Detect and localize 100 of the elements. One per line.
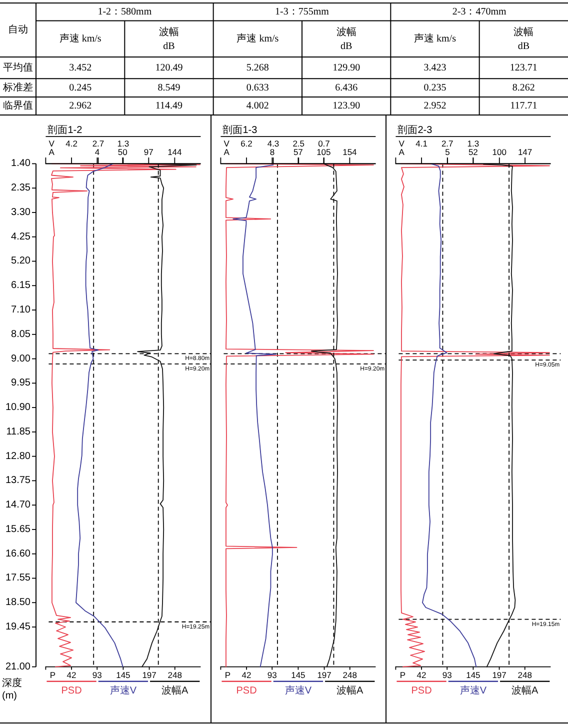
x2-tick-label: 4.1 [416, 138, 428, 148]
x-tick-label: 144 [168, 147, 182, 157]
text: 声速 km/s [414, 32, 456, 44]
legend-label: PSD [236, 685, 257, 696]
x2-tick-label: 2.7 [441, 138, 454, 148]
x-tick-label: 248 [518, 670, 532, 680]
text: 123.71 [510, 62, 538, 74]
y-tick-label: 9.00 [11, 353, 31, 364]
x-tick-label: 42 [66, 670, 77, 680]
x-tick-label: 147 [518, 147, 532, 157]
x-axis-title: A [48, 147, 55, 157]
text: 6.436 [335, 82, 358, 94]
text: 5.268 [246, 62, 269, 74]
x-tick-label: 154 [342, 147, 358, 157]
text: 1-3：755mm [275, 6, 330, 18]
chart-title: 剖面2-3 [398, 124, 433, 136]
y-tick-label: 18.50 [5, 597, 31, 608]
x-tick-label: 197 [142, 670, 157, 680]
y-tick-label: 3.30 [11, 206, 31, 218]
x-tick-label: 100 [492, 147, 507, 157]
text: 标准差 [2, 81, 33, 94]
x2-tick-label: 1.3 [467, 138, 480, 148]
legend-label: PSD [411, 685, 432, 696]
y-tick-label: 2.35 [11, 182, 31, 194]
x-tick-label: 57 [293, 147, 304, 157]
x-tick-label: 145 [466, 670, 481, 680]
legend-label: 声速V [284, 684, 312, 696]
text: 平均值 [3, 61, 33, 74]
y-tick-label: 12.80 [5, 450, 31, 462]
text: 129.90 [332, 62, 360, 74]
x2-tick-label: 2.5 [292, 138, 305, 148]
y-tick-label: 9.95 [11, 378, 31, 389]
y-tick-label: 1.40 [11, 158, 31, 170]
text: 1-2：580mm [98, 6, 152, 18]
x-tick-label: 42 [416, 670, 427, 680]
text: 0.245 [69, 82, 92, 94]
x-axis-title: P [224, 670, 231, 680]
text: 自动 [8, 24, 28, 36]
y-tick-label: 6.15 [11, 280, 31, 292]
x-axis-title: P [50, 670, 56, 680]
text: 2.952 [424, 100, 446, 112]
x-axis-title: A [224, 147, 230, 157]
x-tick-label: 93 [92, 670, 102, 680]
x-tick-label: 93 [442, 670, 452, 680]
legend-label: 波幅A [162, 684, 189, 696]
legend-label: 波幅A [512, 684, 539, 696]
chart-title: 剖面1-2 [48, 124, 83, 136]
text: 2.962 [69, 100, 92, 112]
x-tick-label: 4 [94, 147, 100, 157]
y-tick-label: 7.10 [11, 304, 31, 316]
y-tick-label: 11.85 [6, 426, 31, 438]
x2-tick-label: 4.2 [66, 138, 78, 148]
y-tick-label: 8.05 [11, 328, 31, 340]
x-tick-label: 42 [242, 670, 252, 680]
y-tick-label: 16.60 [5, 548, 31, 560]
text: 114.49 [155, 100, 183, 112]
x-axis-title: P [400, 670, 406, 680]
text: 4.002 [246, 100, 269, 112]
text: 0.235 [424, 82, 446, 94]
text: 123.90 [332, 100, 360, 112]
x-tick-label: 248 [342, 670, 358, 680]
y-tick-label: 10.90 [5, 402, 31, 414]
x-tick-label: 145 [291, 670, 306, 680]
x-axis-title: A [398, 147, 405, 157]
x2-axis-title: V [398, 138, 405, 148]
x-tick-label: 197 [317, 670, 332, 680]
y-tick-label: 5.20 [11, 256, 31, 267]
x2-tick-label: 6.2 [240, 138, 253, 148]
x-tick-label: 105 [316, 147, 332, 157]
text: 8.262 [512, 82, 535, 94]
legend-label: PSD [61, 685, 82, 696]
text: 声速 km/s [59, 32, 102, 44]
x-tick-label: 8 [270, 147, 275, 157]
text: 波幅 dB [336, 25, 356, 52]
y-tick-label: 19.45 [5, 622, 31, 633]
x-tick-label: 97 [144, 147, 154, 157]
legend-label: 波幅A [336, 684, 364, 696]
chart-title: 剖面1-3 [222, 124, 258, 136]
text: 2-3：470mm [452, 6, 506, 18]
text: 120.49 [155, 62, 183, 74]
legend-label: 声速V [460, 684, 487, 696]
text: 3.452 [69, 62, 92, 74]
y-tick-label: 17.55 [5, 572, 31, 584]
text: 临界值 [3, 100, 33, 112]
x2-tick-label: 1.3 [117, 138, 130, 148]
text: 波幅 dB [514, 25, 534, 52]
x-tick-label: 50 [118, 147, 128, 157]
text: 3.423 [424, 62, 446, 74]
legend-label: 声速V [110, 684, 137, 696]
x2-tick-label: 0.7 [318, 138, 330, 148]
y-tick-label: 21.00 [5, 661, 31, 672]
text: 117.71 [510, 100, 538, 112]
x-tick-label: 248 [168, 670, 182, 680]
x2-tick-label: 2.7 [92, 138, 104, 148]
text: 声速 km/s [236, 32, 279, 44]
x2-tick-label: 4.3 [267, 138, 280, 148]
y-tick-label: 15.65 [5, 524, 31, 535]
x-tick-label: 197 [492, 670, 507, 680]
text: 0.633 [246, 82, 269, 94]
text: 8.549 [158, 82, 180, 94]
